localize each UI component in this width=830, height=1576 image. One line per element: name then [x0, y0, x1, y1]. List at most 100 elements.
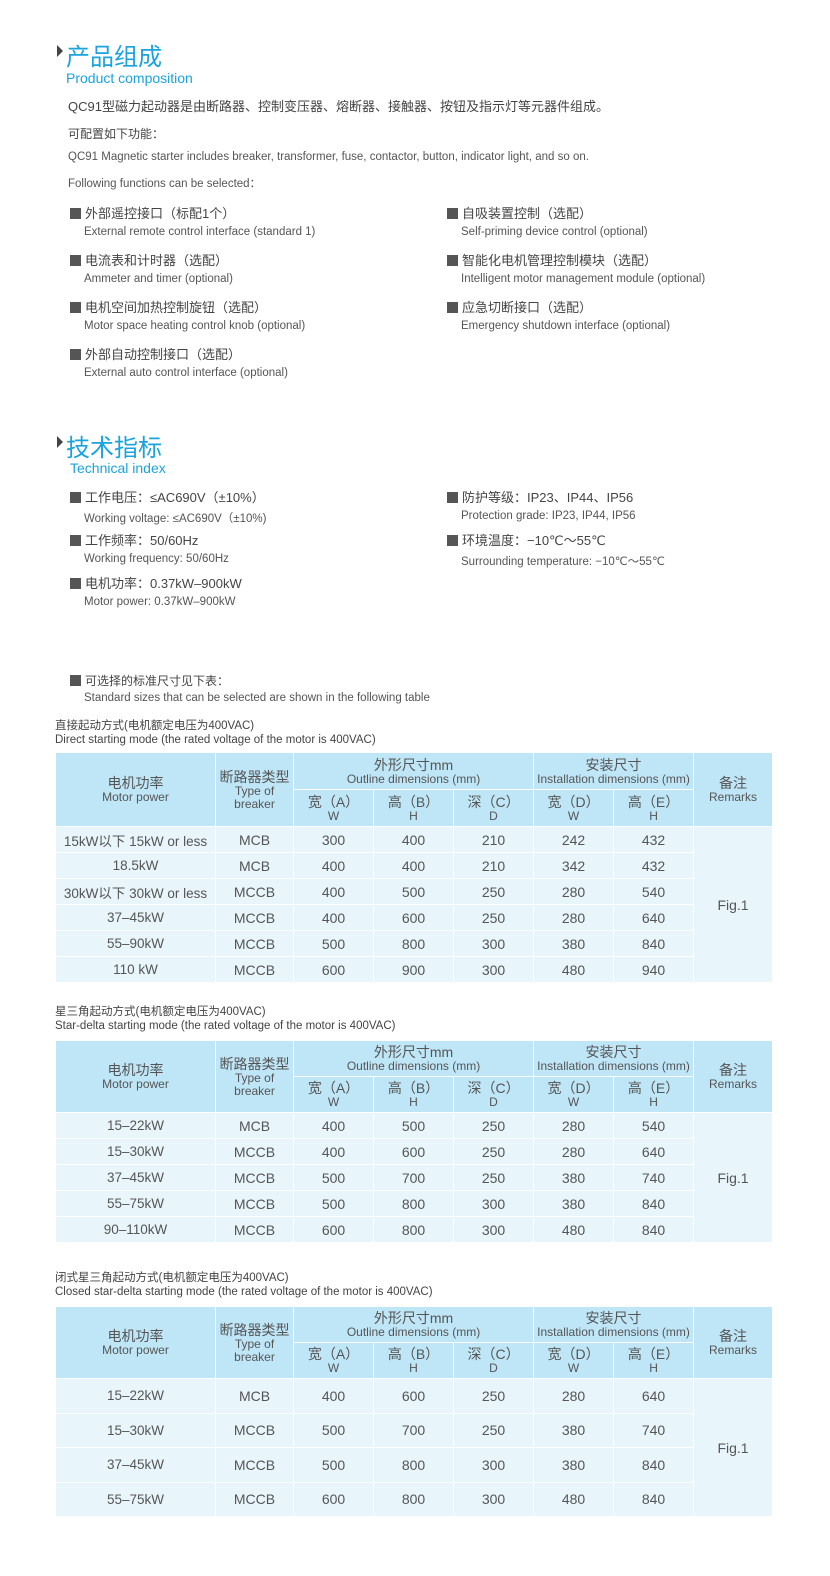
header-outline-dimensions-zh: 外形尺寸mm — [373, 1310, 454, 1326]
header-remarks-en: Remarks — [709, 790, 758, 804]
table-cell: 250 — [452, 1412, 535, 1448]
feature-item: 环境温度：−10℃～55℃ — [447, 530, 606, 549]
table-cell: 18.5kW — [55, 852, 216, 879]
table-cell: 640 — [613, 904, 695, 931]
section-arrow-icon — [57, 436, 63, 448]
table-cell: 600 — [293, 1216, 374, 1243]
table-cell: 15kW以下 15kW or less — [55, 826, 216, 853]
dimension-label: 高（B） — [387, 1346, 440, 1362]
table-caption-en: Direct starting mode (the rated voltage … — [55, 734, 376, 746]
header-motor-power: 电机功率 Motor power — [55, 1306, 216, 1379]
section-arrow-icon — [57, 45, 63, 57]
feature-en: Working frequency: 50/60Hz — [84, 553, 229, 565]
dimension-label: 高（E） — [627, 1346, 680, 1362]
table-cell: 500 — [293, 1412, 374, 1448]
table-cell: 37–45kW — [55, 1447, 216, 1483]
table-cell: MCCB — [215, 1190, 294, 1217]
table-cell: 600 — [293, 1481, 374, 1517]
feature-en: External remote control interface (stand… — [84, 226, 316, 238]
feature-en: Self-priming device control (optional) — [461, 226, 648, 238]
dimension-label: 高（B） — [387, 1080, 440, 1096]
table-cell: 840 — [613, 1481, 695, 1517]
table-row: 37–45kW MCCB 500 800 300 380 840 — [55, 1447, 773, 1483]
header-motor-power-en: Motor power — [102, 1077, 169, 1091]
feature-en: Motor power: 0.37kW–900kW — [84, 596, 236, 608]
table-cell: 300 — [452, 1216, 535, 1243]
table-cell: 480 — [533, 1216, 615, 1243]
table-cell: 300 — [293, 826, 374, 853]
dimension-axis: W — [567, 808, 580, 823]
section-title: 技术指标 — [66, 435, 162, 462]
table-cell: 15–22kW — [55, 1112, 216, 1139]
dimension-axis: W — [327, 1361, 340, 1375]
feature-zh: 工作电压：≤AC690V（±10%） — [85, 490, 265, 505]
header-dimension: 高（B） H — [373, 789, 454, 827]
table-cell: 15–22kW — [55, 1378, 216, 1414]
table-cell: 740 — [613, 1164, 695, 1191]
feature-item: 工作频率：50/60Hz — [70, 530, 198, 549]
header-installation-dimensions-en: Installation dimensions (mm) — [537, 1059, 690, 1073]
table-cell: MCCB — [215, 1138, 294, 1165]
header-outline-dimensions-zh: 外形尺寸mm — [373, 1044, 454, 1060]
table-cell: 380 — [533, 1412, 615, 1448]
bullet-icon — [70, 208, 81, 219]
feature-item: 外部遥控接口（标配1个） — [70, 203, 235, 222]
table-cell: 380 — [533, 1190, 615, 1217]
header-dimension: 宽（A） W — [293, 1342, 374, 1379]
table-cell: 280 — [533, 1138, 615, 1165]
table-cell: 800 — [373, 930, 454, 957]
remarks-cell: Fig.1 — [693, 1112, 774, 1243]
table-cell: MCB — [215, 1112, 294, 1139]
config-en: Following functions can be selected： — [68, 178, 262, 190]
feature-en: Emergency shutdown interface (optional) — [461, 320, 671, 332]
table-cell: 400 — [293, 1112, 374, 1139]
table-cell: 210 — [452, 826, 535, 853]
feature-zh: 应急切断接口（选配） — [462, 300, 593, 315]
header-dimension: 宽（D） W — [533, 1076, 615, 1113]
dimension-label: 高（B） — [387, 793, 440, 810]
table-cell: 840 — [613, 1216, 695, 1243]
table-cell: 55–75kW — [55, 1481, 216, 1517]
table-cell: 700 — [373, 1412, 454, 1448]
section-subtitle: Product composition — [66, 70, 193, 86]
table-cell: 840 — [613, 1447, 695, 1483]
table-cell: 800 — [373, 1190, 454, 1217]
table-cell: 800 — [373, 1216, 454, 1243]
table-cell: 37–45kW — [55, 1164, 216, 1191]
feature-en: Protection grade: IP23, IP44, IP56 — [461, 510, 636, 522]
table-cell: 400 — [293, 904, 374, 931]
table-cell: 400 — [373, 826, 454, 853]
header-breaker-type: 断路器类型 Type of breaker — [215, 752, 294, 827]
feature-en: Intelligent motor management module (opt… — [461, 273, 706, 285]
table-row: 37–45kW MCCB 500 700 250 380 740 — [55, 1164, 773, 1191]
header-installation-dimensions-zh: 安装尺寸 — [585, 1310, 642, 1326]
header-motor-power-en: Motor power — [102, 790, 169, 804]
feature-zh: 电机空间加热控制旋钮（选配） — [85, 300, 268, 315]
table-cell: 500 — [293, 1164, 374, 1191]
remarks-cell: Fig.1 — [693, 1378, 774, 1517]
table-caption-en: Star-delta starting mode (the rated volt… — [55, 1020, 396, 1032]
table-cell: 600 — [373, 1138, 454, 1165]
table-cell: 640 — [613, 1138, 695, 1165]
table-cell: 400 — [293, 1378, 374, 1414]
dimension-label: 宽（A） — [307, 1346, 360, 1362]
feature-item: 应急切断接口（选配） — [447, 297, 592, 316]
header-remarks: 备注 Remarks — [693, 1040, 774, 1113]
section-subtitle: Technical index — [70, 460, 166, 476]
table-cell: 55–90kW — [55, 930, 216, 957]
note-en: Standard sizes that can be selected are … — [84, 692, 430, 704]
header-breaker-type-en: Type of breaker — [234, 1336, 275, 1364]
header-outline-dimensions-en: Outline dimensions (mm) — [346, 1059, 481, 1073]
table-cell: 940 — [613, 956, 695, 983]
table-row: 18.5kW MCB 400 400 210 342 432 — [55, 852, 773, 879]
table-cell: 600 — [293, 956, 374, 983]
header-remarks-zh: 备注 — [719, 1328, 748, 1344]
bullet-icon — [447, 492, 458, 503]
header-motor-power: 电机功率 Motor power — [55, 752, 216, 827]
header-installation-dimensions: 安装尺寸 Installation dimensions (mm) — [533, 1040, 695, 1077]
table-cell: MCCB — [215, 1164, 294, 1191]
table-cell: 500 — [293, 930, 374, 957]
feature-item: 电机空间加热控制旋钮（选配） — [70, 297, 267, 316]
header-breaker-type-en: Type of breaker — [234, 783, 275, 811]
